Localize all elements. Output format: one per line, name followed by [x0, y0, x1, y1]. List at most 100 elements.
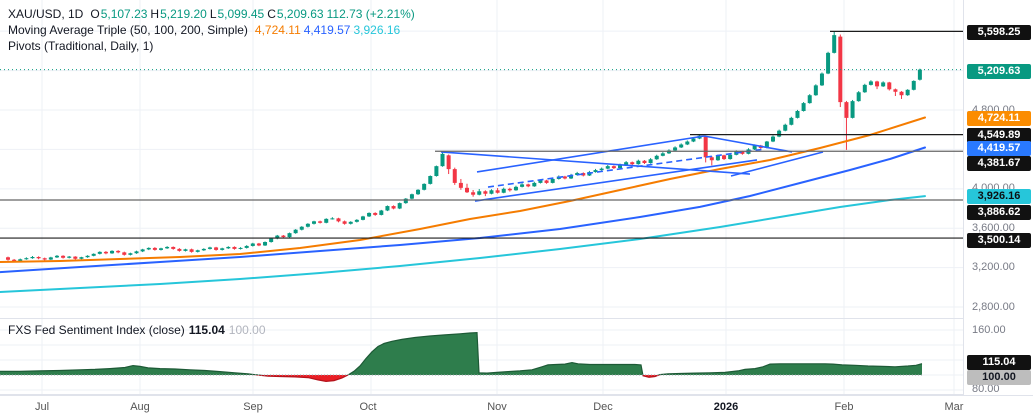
candle: [293, 229, 298, 234]
sentiment-values: 115.04 100.00: [189, 323, 270, 337]
trendline[interactable]: [440, 151, 751, 175]
candle: [403, 198, 408, 204]
candle: [79, 256, 84, 260]
candle: [330, 217, 335, 220]
time-axis-label: Sep: [243, 401, 263, 413]
candle: [495, 188, 500, 194]
candle: [152, 247, 157, 251]
symbol-legend-row[interactable]: XAU/USD, 1D O5,107.23 H5,219.20 L5,099.45 C5…: [8, 6, 421, 22]
candle: [807, 94, 812, 104]
ma-indicator-title[interactable]: Moving Average Triple (50, 100, 200, Sim…: [8, 23, 248, 37]
price-badge: 4,381.67: [967, 155, 1031, 171]
candle: [177, 248, 182, 252]
candle: [642, 160, 647, 164]
trendline[interactable]: [703, 135, 793, 153]
main-price-pane[interactable]: [0, 0, 963, 318]
candle: [232, 246, 237, 250]
candle: [226, 246, 231, 249]
candle: [507, 187, 512, 192]
gridlines: [0, 0, 963, 318]
candle: [599, 167, 604, 171]
sentiment-legend-row[interactable]: FXS Fed Sentiment Index (close) 115.04 100…: [8, 323, 274, 337]
candle: [850, 99, 855, 119]
ohlc-values: O5,107.23 H5,219.20 L5,099.45 C5,209.63 112.…: [90, 7, 417, 21]
candle: [97, 251, 102, 255]
price-axis[interactable]: 4,800.004,000.003,600.003,200.002,800.00…: [963, 0, 1033, 395]
time-axis[interactable]: Jul Aug Sep Oct Nov Dec 2026 Feb Mar: [0, 395, 1033, 417]
candle: [868, 80, 873, 86]
trendline[interactable]: [474, 159, 758, 202]
candle: [24, 257, 29, 260]
candle: [116, 250, 121, 254]
ma-legend-row[interactable]: Moving Average Triple (50, 100, 200, Sim…: [8, 22, 421, 38]
time-axis-label: Dec: [593, 401, 613, 413]
time-axis-label: Feb: [834, 401, 854, 413]
candle: [611, 165, 616, 170]
candle: [544, 179, 549, 184]
trendline[interactable]: [476, 135, 705, 173]
sentiment-pane[interactable]: [0, 318, 963, 395]
pivots-indicator-title[interactable]: Pivots (Traditional, Daily, 1): [8, 39, 154, 53]
candle: [318, 220, 323, 224]
candle: [195, 249, 200, 253]
candle: [801, 102, 806, 112]
candle: [593, 168, 598, 173]
candle: [165, 246, 170, 249]
candle: [440, 151, 445, 167]
candle: [660, 152, 665, 157]
pane-divider[interactable]: [0, 318, 963, 319]
candle: [789, 116, 794, 126]
candle: [917, 68, 922, 81]
candle: [605, 164, 610, 170]
candle: [397, 202, 402, 210]
candle: [887, 81, 892, 91]
sentiment-indicator-title[interactable]: FXS Fed Sentiment Index (close): [8, 323, 185, 337]
candle: [171, 246, 176, 250]
candle: [881, 81, 886, 87]
price-badge: 4,419.57: [967, 140, 1031, 156]
time-axis-label: Jul: [34, 401, 50, 413]
candle: [783, 123, 788, 132]
price-axis-label: 160.00: [972, 324, 1006, 336]
ma-value: 4,419.57: [303, 23, 351, 37]
candle: [324, 218, 329, 224]
candle: [263, 241, 268, 246]
candle: [709, 156, 714, 166]
ma200-line: [0, 195, 926, 293]
trendline[interactable]: [487, 148, 766, 188]
pivots-legend-row[interactable]: Pivots (Traditional, Daily, 1): [8, 38, 421, 54]
price-axis-label: 3,600.00: [972, 222, 1015, 234]
candle: [832, 31, 837, 54]
candle: [813, 84, 818, 96]
candle: [562, 175, 567, 180]
trendline[interactable]: [730, 151, 824, 177]
candle: [183, 248, 188, 252]
symbol-title[interactable]: XAU/USD, 1D: [8, 7, 84, 21]
candle: [458, 178, 463, 190]
candle: [428, 175, 433, 185]
candle: [532, 181, 537, 187]
candle: [422, 183, 427, 191]
ohlc-value: 5,219.20: [160, 7, 207, 21]
candle: [61, 255, 66, 259]
pivot-lines: [0, 30, 963, 239]
candle: [899, 91, 904, 99]
candle: [256, 242, 261, 247]
price-badge: 3,500.14: [967, 232, 1031, 248]
candle: [103, 251, 108, 255]
time-axis-label: Nov: [487, 401, 507, 413]
candle: [73, 256, 78, 260]
candle: [819, 72, 824, 86]
candle: [299, 226, 304, 231]
candle: [875, 80, 880, 90]
candle: [238, 247, 243, 250]
ohlc-label: O: [90, 7, 100, 21]
candlestick-series: [6, 31, 922, 263]
candle: [648, 158, 653, 164]
candle: [336, 217, 341, 223]
time-axis-label: Oct: [359, 401, 377, 413]
trendlines: [440, 135, 824, 202]
sentiment-baseline-value: 100.00: [228, 323, 266, 337]
candle: [244, 245, 249, 249]
